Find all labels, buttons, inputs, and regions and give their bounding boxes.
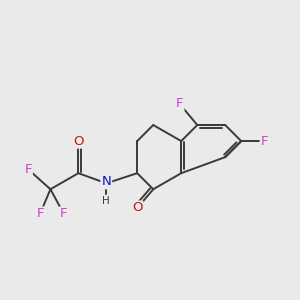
Text: F: F (261, 135, 268, 148)
Text: F: F (24, 163, 32, 176)
Text: N: N (101, 175, 111, 188)
Text: F: F (60, 207, 68, 220)
Text: H: H (102, 196, 110, 206)
Text: F: F (36, 207, 44, 220)
Text: O: O (73, 135, 84, 148)
Text: F: F (176, 98, 184, 110)
Text: O: O (132, 202, 142, 214)
